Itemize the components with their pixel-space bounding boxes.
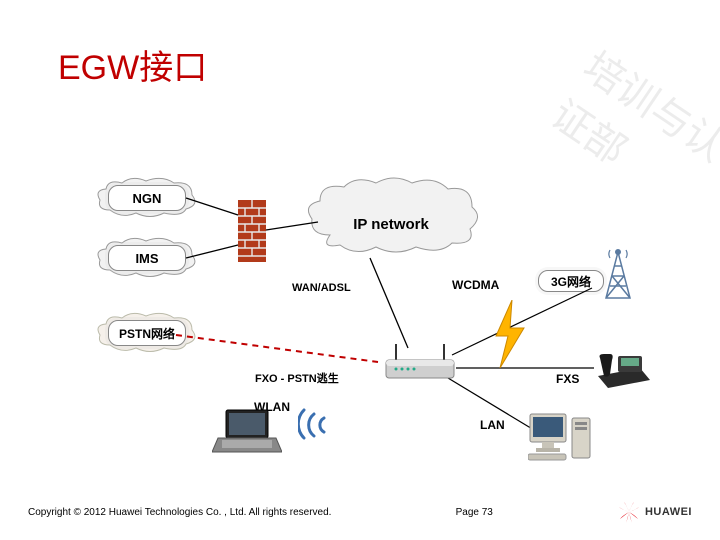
cell-tower-icon (600, 246, 636, 302)
wifi-icon (298, 402, 354, 446)
footer-copyright: Copyright © 2012 Huawei Technologies Co.… (28, 507, 331, 518)
footer-page: Page 73 (456, 507, 493, 518)
lightning-bolt-icon (490, 300, 530, 368)
slide-root: EGW接口 培训与认证部 NGN IMS IP network PSTN网络 3… (0, 0, 720, 540)
laptop-icon (212, 408, 282, 456)
huawei-logo-text: HUAWEI (645, 506, 692, 518)
egw-router-icon (380, 340, 460, 385)
desktop-pc-icon (528, 410, 598, 462)
slide-footer: Copyright © 2012 Huawei Technologies Co.… (0, 500, 720, 524)
huawei-logo-icon (617, 500, 641, 524)
desk-phone-icon (596, 348, 652, 390)
huawei-logo: HUAWEI (617, 500, 692, 524)
